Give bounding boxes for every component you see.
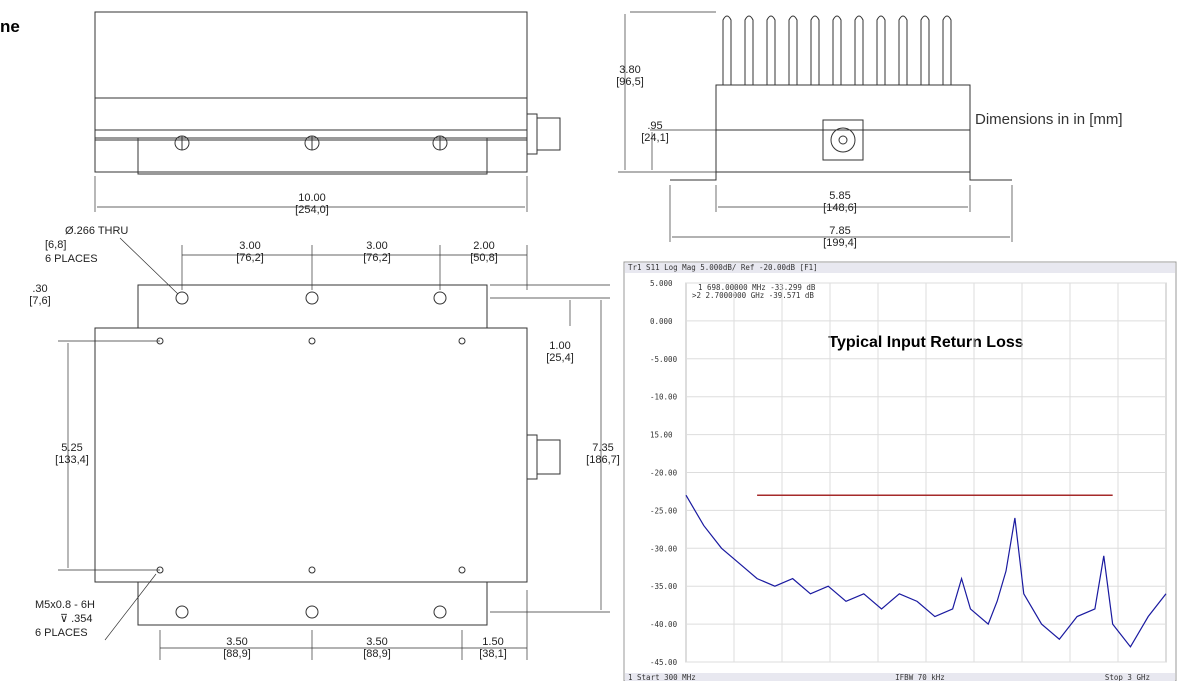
dimension-value: 3.80 (619, 64, 640, 76)
dimension-value: 3.00 (239, 240, 260, 252)
dimension-metric: [133,4] (55, 454, 89, 466)
footer-label: 1 Start 300 MHz (628, 673, 696, 681)
callout-text: 6 PLACES (45, 253, 98, 265)
y-tick-label: -35.00 (650, 582, 678, 591)
y-tick-label: -10.00 (650, 393, 678, 402)
trace (685, 494, 1167, 648)
dimension-value: 5.25 (61, 442, 82, 454)
y-tick-label: -40.00 (650, 620, 678, 629)
dimension-value: 1.00 (549, 340, 570, 352)
y-tick-label: -30.00 (650, 544, 678, 553)
dimension-value: 7.35 (592, 442, 613, 454)
footer-label: Stop 3 GHz (1105, 673, 1150, 681)
dimension-metric: [76,2] (236, 252, 264, 264)
callout-text: 6 PLACES (35, 627, 88, 639)
marker-readout: 1 698.00000 MHz -33.299 dB (698, 283, 816, 292)
top-view (94, 11, 561, 212)
dimension-metric: [7,6] (29, 295, 50, 307)
side-view (618, 11, 1013, 242)
dimension-metric: [50,8] (470, 252, 498, 264)
callout-text: ⊽ .354 (60, 613, 93, 625)
dimension-value: 5.85 (829, 190, 850, 202)
dimension-metric: [88,9] (223, 648, 251, 660)
dimension-value: 7.85 (829, 225, 850, 237)
dimension-metric: [25,4] (546, 352, 574, 364)
y-tick-label: -5.000 (650, 355, 678, 364)
marker-readout: >2 2.7000000 GHz -39.571 dB (692, 291, 814, 300)
page-title: ne (0, 17, 20, 36)
dimension-metric: [199,4] (823, 237, 857, 249)
dimension-metric: [96,5] (616, 76, 644, 88)
callout-text: [6,8] (45, 239, 66, 251)
callout-text: M5x0.8 - 6H (35, 599, 95, 611)
y-tick-label: 0.000 (650, 317, 673, 326)
plot-header: Tr1 S11 Log Mag 5.000dB/ Ref -20.00dB [F… (628, 263, 818, 272)
y-tick-label: 5.000 (650, 279, 673, 288)
dimension-metric: [24,1] (641, 132, 669, 144)
callout-text: Ø.266 THRU (65, 225, 128, 237)
dimension-metric: [254,0] (295, 204, 329, 216)
y-tick-label: -25.00 (650, 506, 678, 515)
plot-footer-bar (625, 673, 1175, 681)
y-tick-label: 15.00 (650, 431, 673, 440)
dimension-value: 3.50 (226, 636, 247, 648)
dimension-metric: [38,1] (479, 648, 507, 660)
dimension-value: 10.00 (298, 192, 326, 204)
plot-header-bar (625, 263, 1175, 273)
dimension-value: 3.50 (366, 636, 387, 648)
dimension-value: 1.50 (482, 636, 503, 648)
y-tick-label: -20.00 (650, 469, 678, 478)
dimension-metric: [186,7] (586, 454, 620, 466)
dimension-metric: [148,6] (823, 202, 857, 214)
dimension-value: 2.00 (473, 240, 494, 252)
dimension-value: .95 (647, 120, 662, 132)
footer-label: IFBW 70 kHz (895, 673, 945, 681)
dimension-value: .30 (32, 283, 47, 295)
bottom-view (58, 237, 610, 660)
dimension-metric: [76,2] (363, 252, 391, 264)
y-tick-label: -45.00 (650, 658, 678, 667)
dimension-value: 3.00 (366, 240, 387, 252)
units-note: Dimensions in in [mm] (975, 111, 1123, 128)
dimension-metric: [88,9] (363, 648, 391, 660)
